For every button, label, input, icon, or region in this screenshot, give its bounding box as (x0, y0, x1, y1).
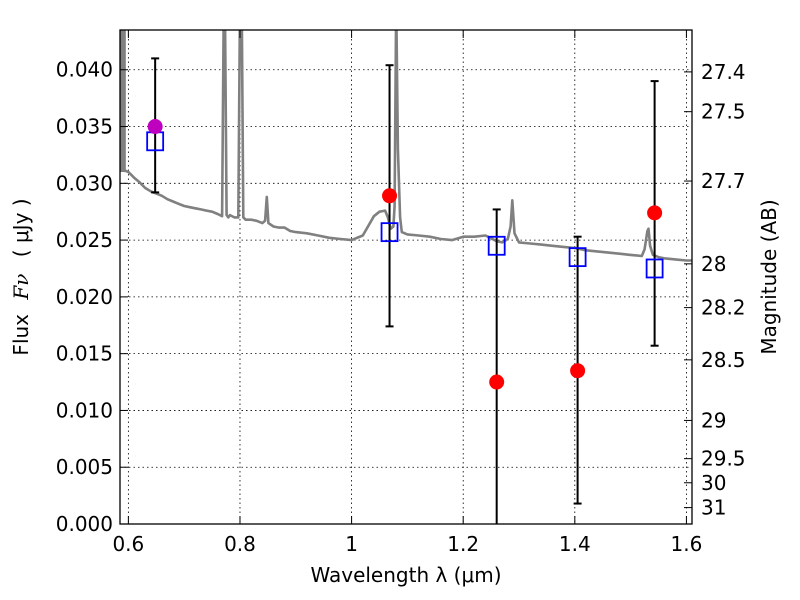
y2-tick-label: 28.5 (701, 348, 746, 372)
model-band-marker (645, 258, 664, 279)
model-band-marker (380, 222, 399, 243)
y-tick-label: 0.030 (56, 171, 113, 195)
observed-point (647, 205, 663, 221)
y-axis-ticks: 0.000 0.005 0.010 0.015 0.020 0.025 0.030 0.035… (56, 58, 128, 536)
x-tick-label: 1 (345, 532, 358, 556)
model-band-marker (568, 247, 587, 268)
observed-point-highlight (147, 119, 163, 135)
y-tick-label: 0.040 (56, 58, 113, 82)
y-tick-label: 0.035 (56, 115, 113, 139)
y-axis-label: Flux Fν ( μJy ) (9, 198, 33, 355)
y2-axis-label: Magnitude (AB) (757, 199, 781, 354)
y-tick-label: 0.005 (56, 455, 113, 479)
y2-tick-label: 31 (701, 496, 726, 520)
model-band-marker (487, 235, 506, 256)
y2-tick-label: 30 (701, 471, 726, 495)
x-tick-label: 1.2 (447, 532, 479, 556)
y-tick-label: 0.010 (56, 398, 113, 422)
x-tick-label: 0.6 (112, 532, 144, 556)
observed-flux-markers (147, 119, 663, 390)
x-tick-label: 1.4 (559, 532, 591, 556)
y-tick-label: 0.025 (56, 228, 113, 252)
y-tick-label: 0.015 (56, 342, 113, 366)
y2-tick-label: 29 (701, 408, 726, 432)
y2-tick-label: 27.7 (701, 169, 746, 193)
y-tick-label: 0.000 (56, 512, 113, 536)
y2-tick-label: 27.5 (701, 100, 746, 124)
y2-tick-label: 27.4 (701, 60, 746, 84)
y-axis-label-text: Flux (9, 314, 33, 356)
x-tick-label: 1.6 (671, 532, 703, 556)
y2-tick-label: 29.5 (701, 447, 746, 471)
grid (120, 30, 692, 524)
y-tick-label: 0.020 (56, 285, 113, 309)
observed-point (382, 188, 398, 204)
y-axis-label-unit: ( μJy ) (9, 198, 33, 257)
y2-tick-label: 28 (701, 252, 726, 276)
x-axis-ticks: 0.6 0.8 1 1.2 1.4 1.6 (112, 30, 702, 556)
x-tick-label: 0.8 (224, 532, 256, 556)
y2-tick-label: 28.2 (701, 296, 746, 320)
plot-frame (119, 29, 693, 525)
observed-point (570, 363, 586, 379)
x-axis-label: Wavelength λ (μm) (310, 563, 501, 587)
y-axis-label-symbol: Fν (9, 274, 33, 301)
observed-point (489, 374, 505, 390)
